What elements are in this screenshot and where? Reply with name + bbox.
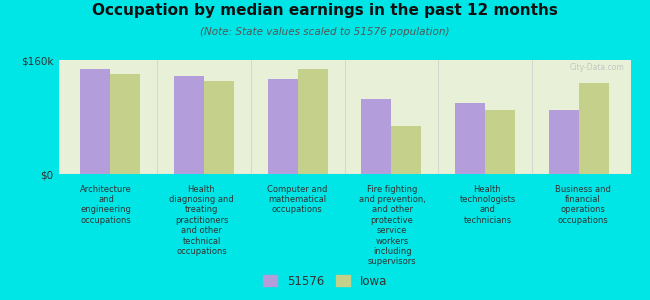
Bar (268, 79, 298, 174)
Bar (80, 69, 110, 174)
Bar (455, 103, 485, 174)
Text: Fire fighting
and prevention,
and other
protective
service
workers
including
sup: Fire fighting and prevention, and other … (359, 184, 426, 266)
Text: City-Data.com: City-Data.com (570, 63, 625, 72)
Bar (204, 81, 234, 174)
Text: (Note: State values scaled to 51576 population): (Note: State values scaled to 51576 popu… (200, 27, 450, 37)
Text: Computer and
mathematical
occupations: Computer and mathematical occupations (266, 184, 327, 214)
Bar (485, 110, 515, 174)
Bar (391, 125, 421, 174)
Bar (361, 99, 391, 174)
Text: Health
technologists
and
technicians: Health technologists and technicians (460, 184, 515, 225)
Bar (174, 76, 204, 174)
Legend: 51576, Iowa: 51576, Iowa (259, 271, 391, 291)
Text: Business and
financial
operations
occupations: Business and financial operations occupa… (555, 184, 611, 225)
Bar (579, 83, 609, 174)
Text: Occupation by median earnings in the past 12 months: Occupation by median earnings in the pas… (92, 3, 558, 18)
Bar (298, 69, 328, 174)
Text: Architecture
and
engineering
occupations: Architecture and engineering occupations (80, 184, 132, 225)
Bar (549, 110, 579, 174)
Text: Health
diagnosing and
treating
practitioners
and other
technical
occupations: Health diagnosing and treating practitio… (169, 184, 234, 256)
Bar (110, 74, 140, 174)
